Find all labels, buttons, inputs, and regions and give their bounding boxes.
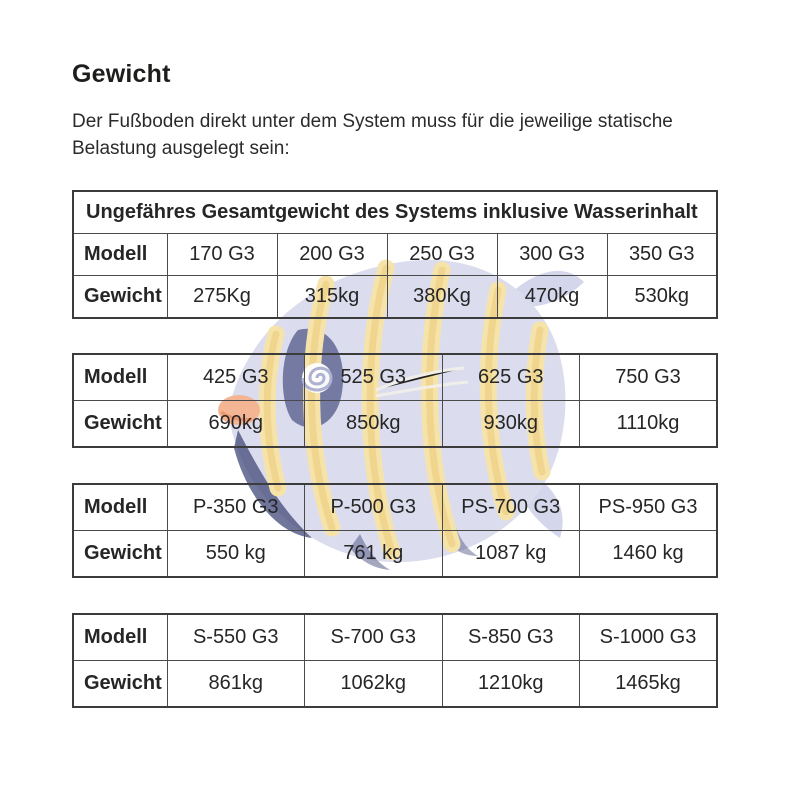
model-cell: 525 G3 — [304, 353, 443, 401]
table-row: Gewicht 275Kg 315kg 380Kg 470kg 530kg — [72, 275, 718, 319]
weight-cell: 530kg — [606, 275, 718, 319]
model-cell: 350 G3 — [606, 233, 718, 276]
row-label-gewicht: Gewicht — [72, 660, 168, 708]
weight-table-4: Modell S-550 G3 S-700 G3 S-850 G3 S-1000… — [72, 613, 718, 708]
page-title: Gewicht — [72, 60, 171, 88]
model-cell: P-350 G3 — [166, 483, 305, 531]
weight-cell: 275Kg — [166, 275, 278, 319]
table-row: Modell 170 G3 200 G3 250 G3 300 G3 350 G… — [72, 233, 718, 276]
intro-line-2: Belastung ausgelegt sein: — [72, 138, 290, 159]
weight-cell: 761 kg — [304, 530, 443, 578]
weight-cell: 930kg — [441, 400, 580, 448]
weight-cell: 1210kg — [441, 660, 580, 708]
table-row: Gewicht 690kg 850kg 930kg 1110kg — [72, 400, 718, 448]
model-cell: 750 G3 — [579, 353, 718, 401]
row-label-gewicht: Gewicht — [72, 275, 168, 319]
weight-cell: 315kg — [276, 275, 388, 319]
intro-line-1: Der Fußboden direkt unter dem System mus… — [72, 111, 673, 132]
model-cell: S-700 G3 — [304, 613, 443, 661]
model-cell: 170 G3 — [166, 233, 278, 276]
table-row: Gewicht 550 kg 761 kg 1087 kg 1460 kg — [72, 530, 718, 578]
weight-cell: 1460 kg — [579, 530, 718, 578]
row-label-modell: Modell — [72, 483, 168, 531]
model-cell: P-500 G3 — [304, 483, 443, 531]
row-label-modell: Modell — [72, 353, 168, 401]
weight-cell: 1087 kg — [441, 530, 580, 578]
weight-cell: 380Kg — [386, 275, 498, 319]
model-cell: S-850 G3 — [441, 613, 580, 661]
weight-cell: 1465kg — [579, 660, 718, 708]
row-label-gewicht: Gewicht — [72, 400, 168, 448]
weight-cell: 470kg — [496, 275, 608, 319]
table-row: Modell S-550 G3 S-700 G3 S-850 G3 S-1000… — [72, 613, 718, 661]
table-row: Modell P-350 G3 P-500 G3 PS-700 G3 PS-95… — [72, 483, 718, 531]
model-cell: 425 G3 — [166, 353, 305, 401]
model-cell: 625 G3 — [441, 353, 580, 401]
table-row: Gewicht 861kg 1062kg 1210kg 1465kg — [72, 660, 718, 708]
weight-cell: 1062kg — [304, 660, 443, 708]
model-cell: PS-950 G3 — [579, 483, 718, 531]
table-title: Ungefähres Gesamtgewicht des Systems ink… — [72, 190, 718, 234]
row-label-gewicht: Gewicht — [72, 530, 168, 578]
model-cell: S-1000 G3 — [579, 613, 718, 661]
weight-cell: 690kg — [166, 400, 305, 448]
model-cell: 200 G3 — [276, 233, 388, 276]
weight-table-3: Modell P-350 G3 P-500 G3 PS-700 G3 PS-95… — [72, 483, 718, 578]
weight-table-2: Modell 425 G3 525 G3 625 G3 750 G3 Gewic… — [72, 353, 718, 448]
weight-cell: 850kg — [304, 400, 443, 448]
model-cell: 250 G3 — [386, 233, 498, 276]
weight-cell: 550 kg — [166, 530, 305, 578]
table-row: Modell 425 G3 525 G3 625 G3 750 G3 — [72, 353, 718, 401]
weight-cell: 861kg — [166, 660, 305, 708]
intro-paragraph: Der Fußboden direkt unter dem System mus… — [72, 108, 752, 162]
weight-cell: 1110kg — [579, 400, 718, 448]
row-label-modell: Modell — [72, 613, 168, 661]
model-cell: S-550 G3 — [166, 613, 305, 661]
model-cell: PS-700 G3 — [441, 483, 580, 531]
weight-table-1: Ungefähres Gesamtgewicht des Systems ink… — [72, 190, 718, 319]
row-label-modell: Modell — [72, 233, 168, 276]
table-row: Ungefähres Gesamtgewicht des Systems ink… — [72, 190, 718, 234]
model-cell: 300 G3 — [496, 233, 608, 276]
